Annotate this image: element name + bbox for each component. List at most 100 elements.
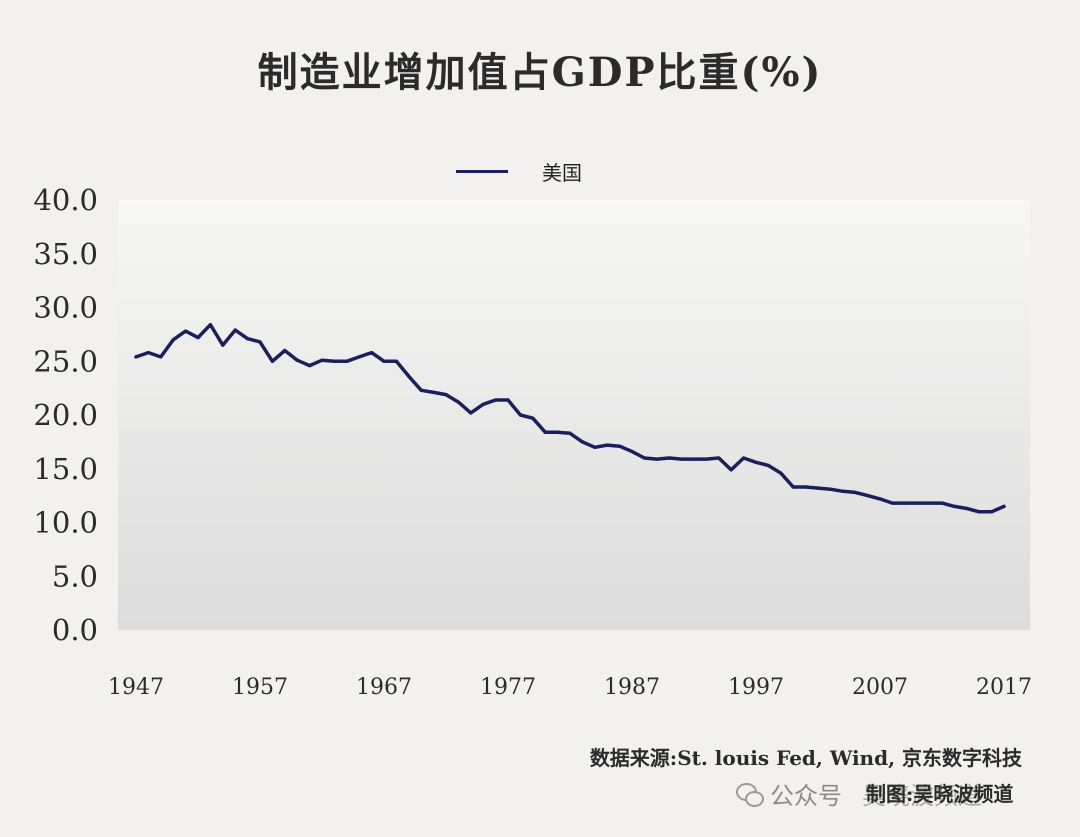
data-point-1993 [704, 457, 709, 461]
data-point-1977 [506, 398, 510, 402]
data-point-1960 [295, 358, 299, 362]
data-point-1969 [407, 374, 411, 378]
y-tick-label: 40.0 [33, 183, 98, 217]
data-point-1973 [456, 400, 460, 404]
data-point-1965 [357, 355, 361, 359]
x-tick-label: 2007 [852, 675, 908, 700]
data-point-2004 [841, 489, 845, 493]
x-tick-label: 1967 [356, 675, 412, 700]
data-point-2000 [791, 485, 795, 489]
credit-note: 制图:吴晓波频道 [866, 782, 1014, 806]
y-tick-label: 30.0 [33, 291, 98, 325]
data-point-2015 [977, 510, 981, 514]
data-point-1978 [518, 413, 523, 417]
y-tick-label: 20.0 [33, 398, 98, 432]
data-point-2013 [952, 504, 957, 508]
data-point-2002 [816, 486, 820, 490]
data-point-2005 [853, 490, 857, 494]
data-point-2011 [928, 501, 932, 505]
x-tick-label: 1957 [232, 675, 288, 700]
data-point-1987 [630, 449, 634, 454]
data-point-2006 [866, 494, 870, 498]
data-point-1975 [481, 402, 485, 406]
chart-title: 制造业增加值占GDP比重(%) [257, 49, 823, 96]
data-point-1955 [233, 328, 237, 332]
y-tick-label: 35.0 [33, 237, 98, 271]
x-tick-label: 2017 [976, 675, 1032, 700]
data-point-1999 [779, 471, 783, 475]
data-point-1959 [283, 348, 287, 353]
data-point-1968 [394, 359, 398, 363]
data-point-1947 [134, 355, 138, 359]
watermark-account: 吴晓波频道 [862, 782, 982, 810]
source-note: 数据来源:St. louis Fed, Wind, 京东数字科技 [589, 746, 1022, 770]
x-tick-label: 1997 [728, 675, 784, 700]
data-point-2014 [965, 506, 969, 511]
data-point-2008 [890, 501, 895, 505]
data-point-1954 [221, 343, 225, 347]
data-point-1966 [370, 351, 374, 355]
data-point-1991 [680, 457, 684, 461]
y-tick-label: 25.0 [33, 344, 98, 378]
data-point-1974 [469, 411, 473, 415]
data-point-1957 [258, 340, 262, 344]
data-point-1962 [320, 358, 324, 362]
y-tick-label: 0.0 [52, 613, 98, 647]
data-point-2009 [903, 501, 907, 505]
data-point-1971 [432, 390, 436, 394]
data-point-1979 [531, 416, 535, 420]
data-point-1948 [146, 351, 150, 355]
y-tick-label: 10.0 [33, 506, 98, 540]
data-point-1953 [208, 323, 212, 327]
data-point-1997 [754, 460, 758, 464]
data-point-2007 [878, 497, 882, 501]
legend-swatch [456, 169, 508, 173]
data-point-2001 [804, 485, 808, 489]
legend-label: 美国 [542, 160, 582, 185]
data-point-1964 [345, 359, 349, 363]
data-point-1994 [717, 456, 721, 460]
legend: 美国 [456, 156, 582, 186]
x-tick-label: 1977 [480, 675, 536, 700]
data-point-1976 [494, 398, 498, 402]
data-point-1981 [556, 430, 560, 434]
data-point-1984 [593, 445, 597, 449]
data-point-1967 [382, 359, 386, 363]
data-point-1988 [642, 456, 647, 460]
data-point-1980 [543, 430, 547, 434]
watermark-platform: 公众号 [770, 782, 842, 810]
data-point-1998 [766, 463, 771, 468]
x-tick-label: 1947 [108, 675, 164, 700]
data-point-1950 [171, 338, 175, 342]
x-tick-label: 1987 [604, 675, 660, 700]
data-point-1972 [444, 393, 448, 397]
data-point-1952 [196, 336, 200, 340]
data-point-1990 [667, 456, 671, 460]
data-point-1983 [580, 440, 585, 444]
data-point-1989 [655, 457, 659, 461]
data-point-2017 [1002, 504, 1006, 508]
data-point-2010 [915, 501, 919, 505]
data-point-1970 [419, 388, 423, 392]
data-point-1985 [605, 443, 609, 447]
data-point-1961 [308, 364, 312, 368]
data-point-1949 [159, 355, 163, 359]
data-point-1986 [618, 444, 622, 448]
y-tick-label: 5.0 [52, 559, 98, 593]
plot-area [118, 200, 1030, 630]
data-point-2012 [940, 501, 944, 505]
y-tick-label: 15.0 [33, 452, 98, 486]
data-point-1995 [729, 468, 733, 472]
watermark: 公众号 吴晓波频道 [736, 776, 982, 811]
data-point-1992 [692, 457, 696, 461]
data-point-1996 [742, 456, 746, 460]
data-point-2016 [990, 510, 994, 514]
data-point-1958 [270, 359, 274, 363]
data-point-1951 [184, 329, 188, 333]
data-point-1956 [246, 337, 250, 341]
data-point-1982 [568, 431, 572, 435]
data-point-1963 [332, 359, 336, 363]
wechat-icon [736, 782, 764, 807]
data-point-2003 [828, 487, 833, 491]
